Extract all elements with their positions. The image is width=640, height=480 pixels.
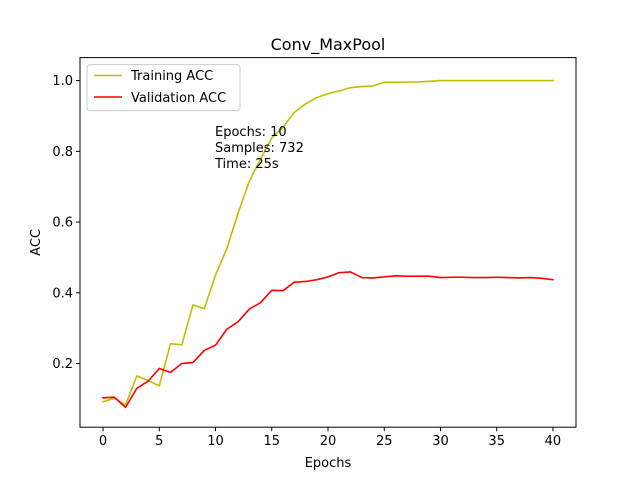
y-tick-label: 1.0 (52, 74, 73, 89)
x-tick-label: 15 (263, 434, 280, 449)
x-tick-label: 25 (376, 434, 393, 449)
x-tick-label: 20 (320, 434, 337, 449)
legend-label-training-acc: Training ACC (130, 69, 213, 84)
annotation-samples: Samples: 732 (215, 141, 304, 156)
annotation-time: Time: 25s (214, 157, 279, 172)
x-tick-label: 35 (488, 434, 505, 449)
series-line-validation-acc (102, 271, 554, 409)
x-tick-label: 5 (155, 434, 163, 449)
legend-label-validation-acc: Validation ACC (131, 91, 226, 106)
chart-title: Conv_MaxPool (271, 35, 386, 55)
y-tick-label: 0.4 (52, 286, 73, 301)
y-tick-label: 0.8 (52, 145, 73, 160)
annotation-epochs: Epochs: 10 (215, 125, 287, 140)
x-tick-label: 30 (432, 434, 449, 449)
legend-box (86, 64, 241, 112)
y-tick-label: 0.6 (52, 216, 73, 231)
x-axis-label: Epochs (305, 456, 352, 471)
plot-lines (102, 79, 554, 409)
y-axis-label: ACC (29, 229, 44, 256)
y-tick-label: 0.2 (52, 357, 73, 372)
x-tick-label: 10 (207, 434, 224, 449)
annotation: Epochs: 10 Samples: 732 Time: 25s (214, 125, 304, 172)
series-line-training-acc (102, 79, 554, 406)
x-axis-ticks: 0 5 10 15 20 25 30 35 40 (99, 427, 561, 449)
y-axis-ticks: 0.2 0.4 0.6 0.8 1.0 (52, 74, 80, 372)
legend: Training ACC Validation ACC (86, 64, 241, 112)
x-tick-label: 40 (545, 434, 562, 449)
x-tick-label: 0 (99, 434, 107, 449)
